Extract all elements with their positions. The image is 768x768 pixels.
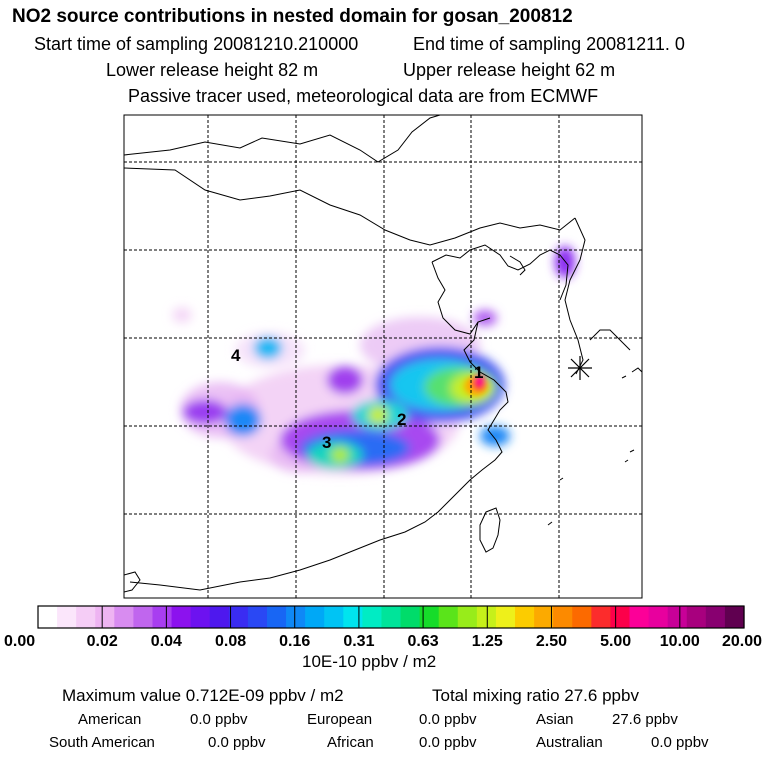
upper-release-text: Upper release height 62 m [403,60,616,80]
colorbar-swatch [76,606,96,628]
contrib-african-label: African [327,734,374,751]
colorbar-swatch [305,606,325,628]
colorbar-swatch [209,606,230,628]
colorbar-swatch [228,606,249,628]
receptor-star-icon [568,356,592,380]
colorbar-swatch [457,606,478,628]
colorbar-swatch [610,606,631,628]
colorbar-swatch [114,606,135,628]
tracer-note-text: Passive tracer used, meteorological data… [128,86,599,106]
contrib-south-american-label: South American [49,734,155,751]
colorbar-swatch [553,606,573,628]
end-time-text: End time of sampling 20081211. 0 [413,34,685,54]
colorbar-swatch [38,606,58,628]
colorbar-swatch [495,606,516,628]
colorbar-swatch [190,606,211,628]
colorbar-tick-labels: 0.00 0.02 0.04 0.08 0.16 0.31 0.63 1.25 2.50 5.00… [4,633,762,650]
maximum-value-text: Maximum value 0.712E-09 ppbv / m2 [62,686,344,705]
map-frame [123,114,643,599]
colorbar-tick-label: 0.63 [408,633,439,650]
colorbar-swatch [705,606,726,628]
contrib-south-american-value: 0.0 ppbv [208,734,266,751]
colorbar-swatch [400,606,421,628]
colorbar-swatch [724,606,745,628]
plot-title: NO2 source contributions in nested domai… [12,6,573,27]
colorbar-swatch [247,606,268,628]
colorbar-tick-label: 2.50 [536,633,567,650]
colorbar-swatch [152,606,173,628]
contrib-american-value: 0.0 ppbv [190,711,248,728]
colorbar-swatch [438,606,459,628]
colorbar-swatch [629,606,650,628]
contrib-european-value: 0.0 ppbv [419,711,477,728]
contrib-european-label: European [307,711,373,728]
colorbar-swatch [686,606,707,628]
lower-release-text: Lower release height 82 m [106,60,319,80]
contrib-american-label: American [78,711,142,728]
total-mixing-ratio-text: Total mixing ratio 27.6 ppbv [432,686,639,705]
graticule-lines [124,115,642,598]
colorbar-swatch [324,606,344,628]
region-label-1: 1 [474,363,483,382]
concentration-field [172,246,575,475]
colorbar-swatch [381,606,402,628]
region-label-2: 2 [397,410,406,429]
colorbar-swatch [57,606,77,628]
contrib-african-value: 0.0 ppbv [419,734,477,751]
colorbar-swatches [38,606,745,628]
colorbar-tick-label: 0.08 [215,633,246,650]
colorbar-tick-label: 0.04 [151,633,182,650]
colorbar: 0.00 0.02 0.04 0.08 0.16 0.31 0.63 1.25 2.50 5.00… [4,605,762,650]
colorbar-tick-label: 0.00 [4,633,35,650]
colorbar-tick-label: 0.16 [279,633,310,650]
colorbar-tick-label: 0.31 [343,633,374,650]
colorbar-tick-label: 1.25 [472,633,503,650]
colorbar-swatch [515,606,535,628]
colorbar-frame [37,605,745,629]
colorbar-swatch [667,606,688,628]
colorbar-swatch [95,606,115,628]
region-label-4: 4 [231,346,241,365]
colorbar-swatch [286,606,306,628]
start-time-text: Start time of sampling 20081210.210000 [34,34,359,54]
colorbar-swatch [343,606,363,628]
colorbar-tick-label: 20.00 [722,633,762,650]
colorbar-tick-label: 5.00 [600,633,631,650]
colorbar-units: 10E-10 ppbv / m2 [302,652,437,671]
contrib-australian-label: Australian [536,734,603,751]
colorbar-tick-label: 0.02 [87,633,118,650]
colorbar-swatch [591,606,612,628]
colorbar-tick-label: 10.00 [660,633,700,650]
colorbar-swatch [534,606,554,628]
coastlines [124,115,642,593]
colorbar-swatch [266,606,287,628]
colorbar-swatch [419,606,440,628]
colorbar-swatch [476,606,497,628]
contrib-australian-value: 0.0 ppbv [651,734,709,751]
contrib-asian-label: Asian [536,711,574,728]
region-label-3: 3 [322,433,331,452]
map-panel: 1 2 3 4 [123,114,643,599]
colorbar-swatch [171,606,192,628]
colorbar-swatch [362,606,383,628]
colorbar-dividers [101,606,681,628]
colorbar-swatch [133,606,154,628]
colorbar-swatch [572,606,592,628]
colorbar-swatch [648,606,669,628]
contrib-asian-value: 27.6 ppbv [612,711,678,728]
